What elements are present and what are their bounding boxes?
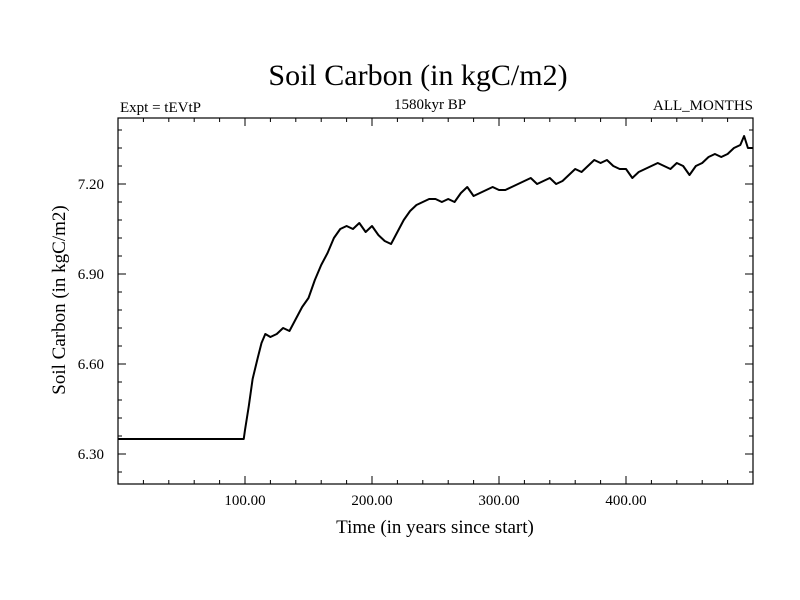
y-tick-label: 6.60 (78, 357, 104, 373)
x-axis-ticks (142, 118, 729, 484)
y-tick-label: 7.20 (78, 177, 104, 193)
chart-title: Soil Carbon (in kgC/m2) (268, 59, 567, 92)
y-tick-label: 6.30 (78, 447, 104, 463)
subtitle-months: ALL_MONTHS (653, 98, 753, 114)
y-axis-label: Soil Carbon (in kgC/m2) (49, 205, 70, 394)
y-tick-label: 6.90 (78, 267, 104, 283)
x-axis-tick-labels: 100.00 200.00 300.00 400.00 (224, 493, 646, 509)
x-tick-label: 400.00 (605, 493, 646, 509)
y-axis-ticks (118, 129, 753, 473)
plot-frame (117, 117, 754, 485)
subtitle-experiment: Expt = tEVtP (120, 100, 201, 116)
x-tick-label: 100.00 (224, 493, 265, 509)
x-tick-label: 300.00 (478, 493, 519, 509)
series-layer (118, 135, 753, 440)
series-line-soil-carbon (118, 135, 753, 440)
y-axis-tick-labels: 6.30 6.60 6.90 7.20 (78, 177, 104, 463)
x-tick-label: 200.00 (351, 493, 392, 509)
subtitle-period: 1580kyr BP (394, 97, 466, 113)
x-axis-label: Time (in years since start) (336, 517, 534, 538)
